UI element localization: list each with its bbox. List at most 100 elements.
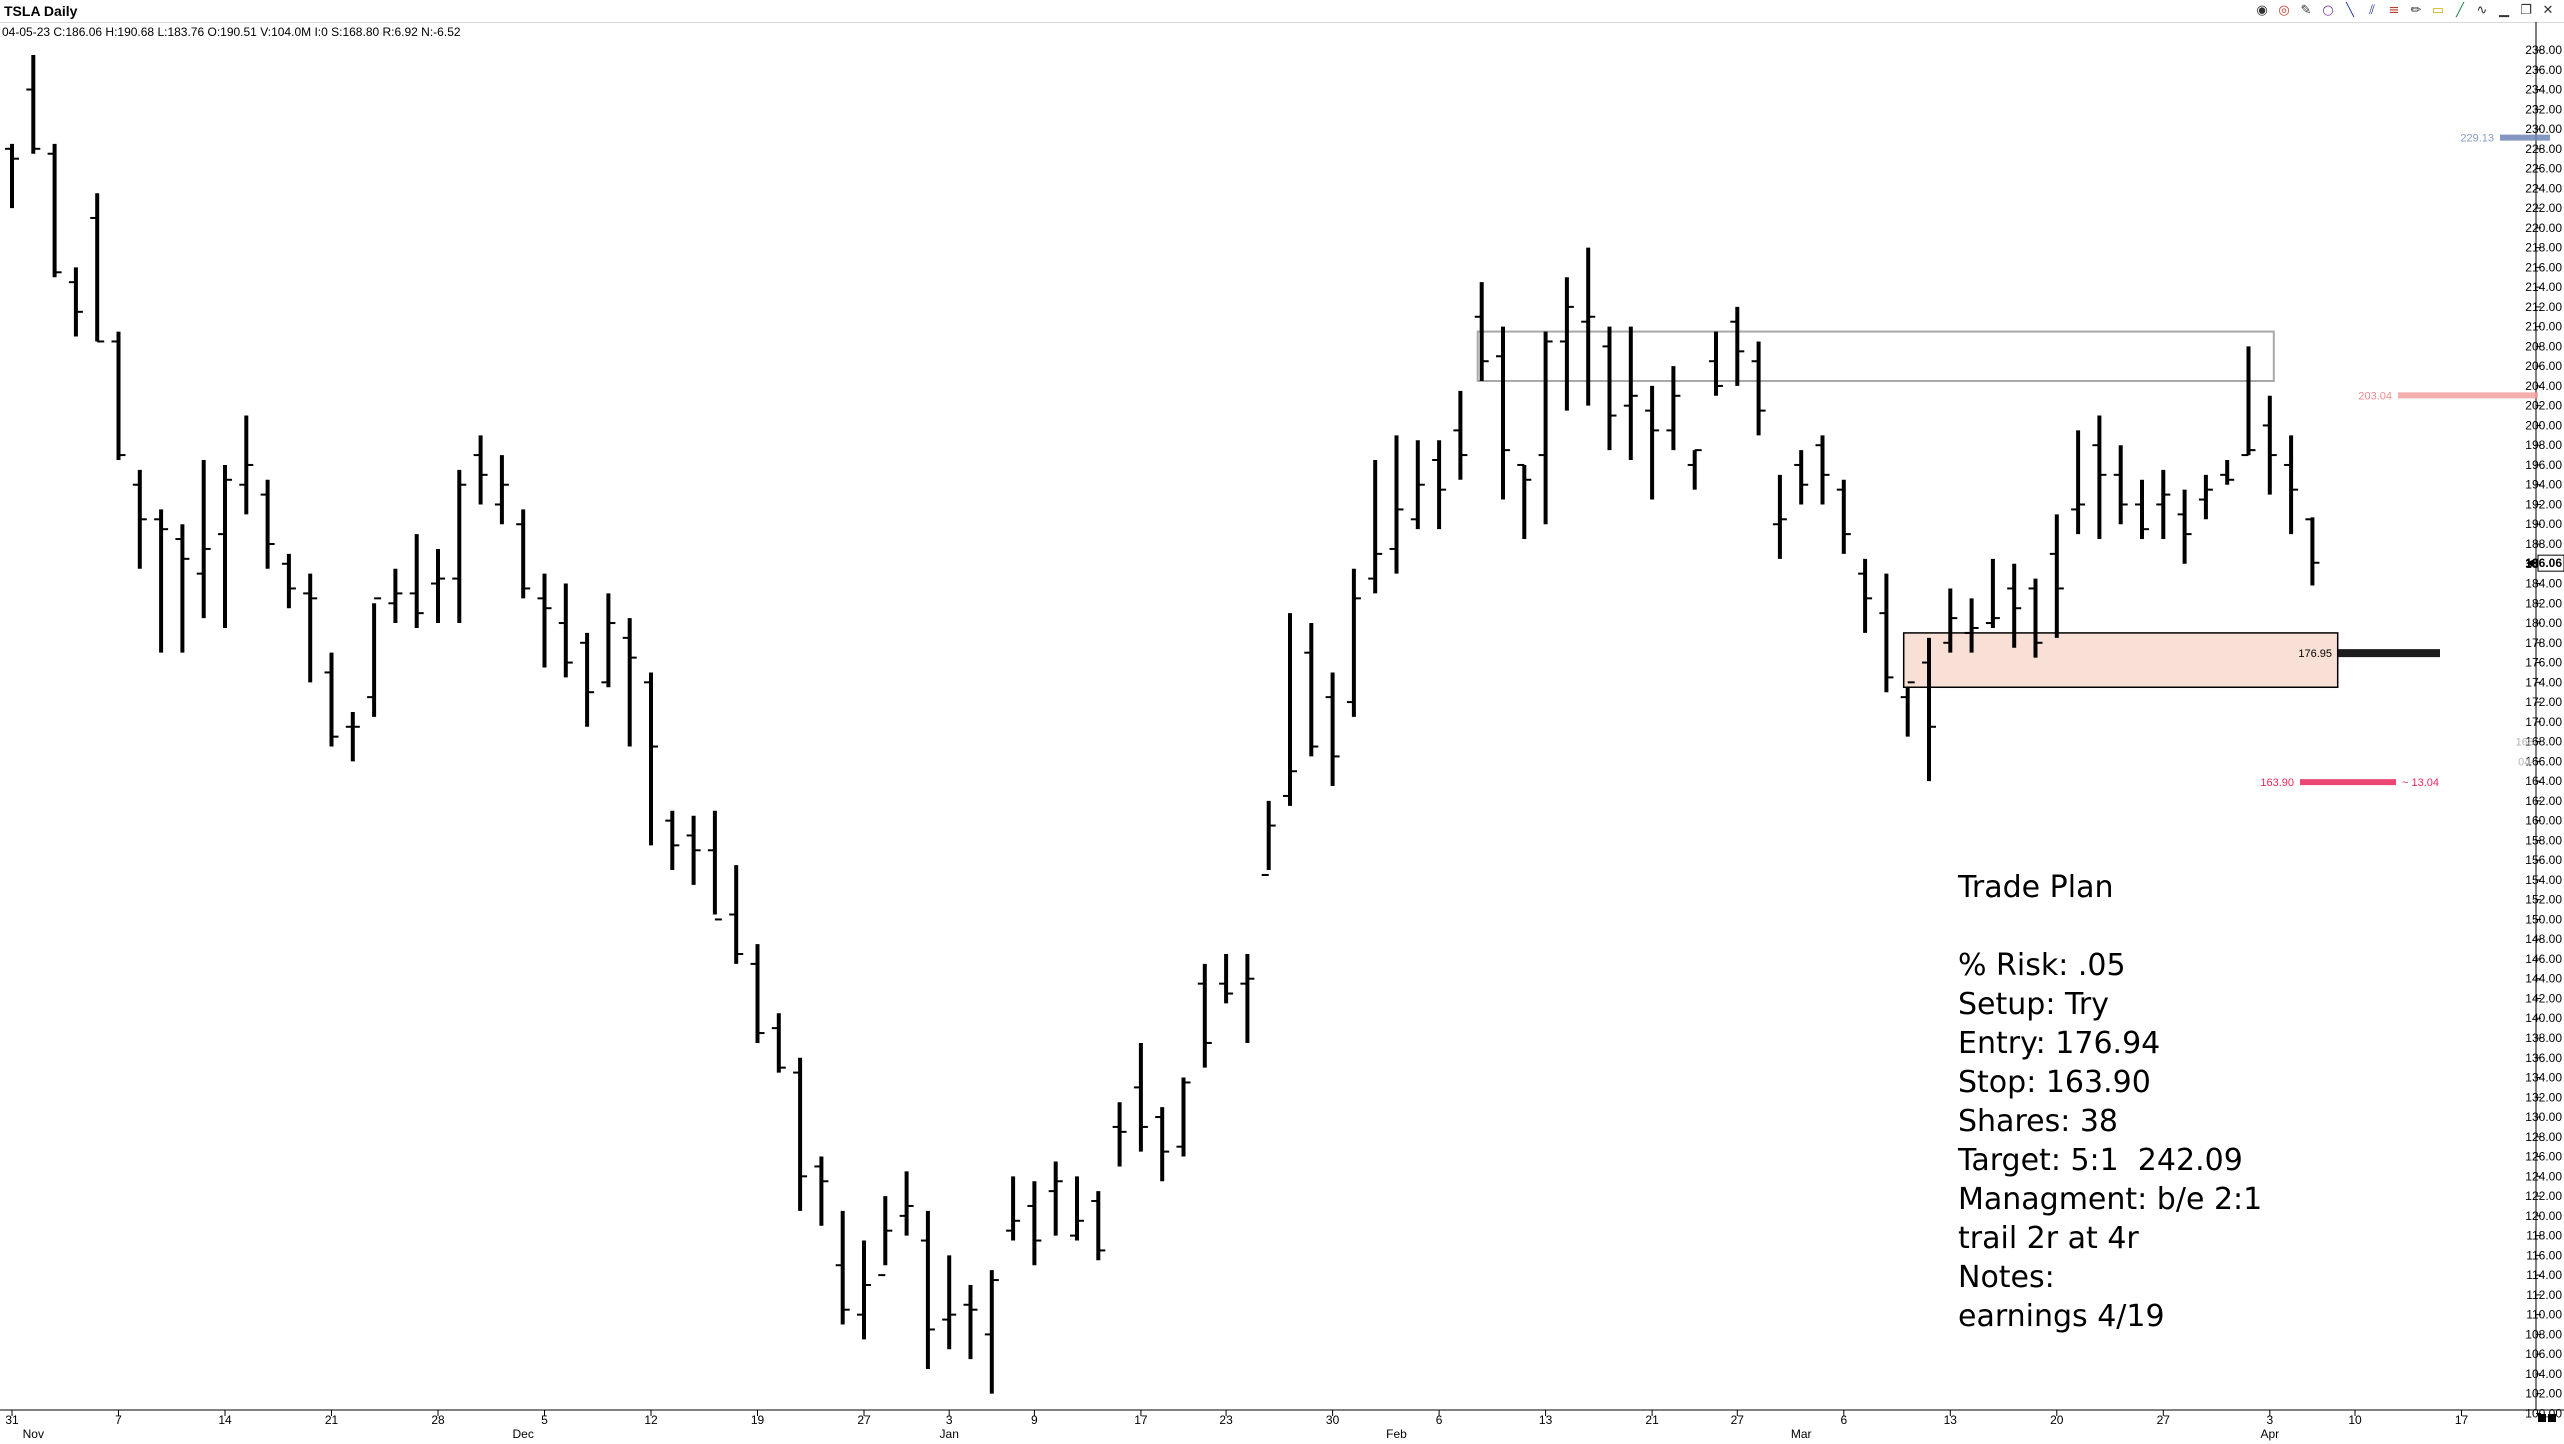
last-price-box [2537,554,2564,572]
price-tick-label: 216.00 [2525,260,2562,274]
trade-plan-stop: Stop: 163.90 [1958,1065,2151,1100]
faded-axis-label: 168 [2516,737,2534,749]
price-tick-label: 114.00 [2526,1268,2562,1282]
date-label: 5 [541,1413,548,1427]
date-label: 6 [1840,1413,1847,1427]
faded-axis-label: 04- [2518,756,2534,768]
price-tick-label: 120.00 [2525,1209,2562,1223]
price-tick-label: 142.00 [2525,991,2562,1005]
cursor-tool-icon[interactable]: ✎ [2300,3,2312,18]
price-tick-label: 236.00 [2525,63,2562,77]
date-label: 30 [1326,1413,1340,1427]
entry-zone[interactable] [1902,632,2339,689]
date-label: 28 [431,1413,445,1427]
price-tick-label: 122.00 [2525,1189,2562,1203]
price-tick-label: 214.00 [2525,280,2562,294]
price-tick-label: 128.00 [2525,1130,2562,1144]
price-tick-label: 218.00 [2525,241,2562,255]
date-label: 17 [1134,1413,1148,1427]
trade-plan-title: Trade Plan [1958,870,2114,905]
month-label: Feb [1386,1427,1407,1441]
trade-plan-trail: trail 2r at 4r [1958,1221,2139,1256]
trade-plan-risk: % Risk: .05 [1958,948,2126,983]
price-tick-label: 234.00 [2525,83,2562,97]
month-label: Nov [23,1427,44,1441]
price-tick-label: 102.00 [2525,1387,2562,1401]
price-tick-label: 162.00 [2525,794,2562,808]
price-tick-label: 158.00 [2525,833,2562,847]
resistance-level-label: 203.04 [2358,390,2392,402]
trade-plan-notes-label: Notes: [1958,1260,2055,1295]
drawing-toolbar: ◉ ◎ ✎ ○ ╲ ⫽ ≡ ✏ ▭ ╱ ∿ ▁ ❐ ✕ [2254,2,2556,20]
trade-plan-shares: Shares: 38 [1958,1104,2119,1139]
price-tick-label: 160.00 [2525,814,2562,828]
price-tick-label: 184.00 [2525,577,2562,591]
trade-plan-management: Managment: b/e 2:1 [1958,1182,2263,1217]
price-tick-label: 148.00 [2525,932,2562,946]
trendline-tool-icon[interactable]: ╱ [2456,3,2464,18]
chart-titlebar: TSLA Daily ◉ ◎ ✎ ○ ╲ ⫽ ≡ ✏ ▭ ╱ ∿ ▁ ❐ ✕ [0,0,2564,23]
line-tool-icon[interactable]: ╲ [2346,3,2354,18]
date-label: 21 [1645,1413,1659,1427]
trade-plan-setup: Setup: Try [1958,987,2109,1022]
month-label: Apr [2260,1427,2279,1441]
price-tick-label: 172.00 [2525,695,2562,709]
date-label: 27 [1731,1413,1745,1427]
price-tick-label: 194.00 [2525,478,2562,492]
pencil-tool-icon[interactable]: ✏ [2410,3,2422,18]
month-label: Jan [940,1427,959,1441]
close-icon[interactable]: ✕ [2542,3,2554,18]
price-tick-label: 220.00 [2525,221,2562,235]
scroll-right-icon[interactable] [2548,1414,2556,1422]
price-tick-label: 212.00 [2525,300,2562,314]
trade-plan-target: Target: 5:1 242.09 [1958,1143,2243,1178]
price-tick-label: 118.00 [2526,1229,2562,1243]
price-tick-label: 164.00 [2525,774,2562,788]
price-tick-label: 104.00 [2525,1367,2562,1381]
date-label: 27 [2157,1413,2171,1427]
channel-tool-icon[interactable]: ⫽ [2369,3,2375,18]
price-tick-label: 124.00 [2525,1169,2562,1183]
price-tick-label: 190.00 [2525,517,2562,531]
minimize-icon[interactable]: ▁ [2499,3,2509,18]
price-tick-label: 144.00 [2525,972,2562,986]
price-tick-label: 126.00 [2525,1150,2562,1164]
price-tick-label: 174.00 [2525,675,2562,689]
price-tick-label: 150.00 [2525,912,2562,926]
price-tick-label: 168.00 [2525,735,2562,749]
restore-icon[interactable]: ❐ [2520,3,2532,18]
price-tick-label: 230.00 [2525,122,2562,136]
date-label: 27 [857,1413,871,1427]
price-tick-label: 232.00 [2525,102,2562,116]
fib-tool-icon[interactable]: ≡ [2388,3,2400,18]
date-label: 3 [2266,1413,2273,1427]
price-tick-label: 116.00 [2526,1248,2562,1262]
target-icon[interactable]: ◎ [2278,3,2290,18]
globe-icon[interactable]: ◉ [2256,3,2268,18]
date-label: 14 [218,1413,232,1427]
stop-level-label: 163.90 [2260,777,2294,789]
date-label: 21 [325,1413,339,1427]
target-level-label: 229.13 [2460,133,2494,145]
rectangle-tool-icon[interactable]: ▭ [2431,3,2445,18]
trade-plan-notes: earnings 4/19 [1958,1299,2165,1334]
price-tick-label: 204.00 [2525,379,2562,393]
circle-tool-icon[interactable]: ○ [2322,3,2334,18]
date-label: 19 [751,1413,765,1427]
date-label: 31 [5,1413,19,1427]
price-tick-label: 206.00 [2525,359,2562,373]
price-tick-label: 198.00 [2525,438,2562,452]
scroll-left-icon[interactable] [2538,1414,2546,1422]
resistance-zone[interactable] [1476,330,2275,382]
price-tick-label: 176.00 [2525,656,2562,670]
price-tick-label: 224.00 [2525,181,2562,195]
price-tick-label: 134.00 [2525,1071,2562,1085]
price-tick-label: 208.00 [2525,339,2562,353]
price-tick-label: 156.00 [2525,853,2562,867]
price-tick-label: 154.00 [2525,873,2562,887]
price-tick-label: 180.00 [2525,616,2562,630]
wave-tool-icon[interactable]: ∿ [2476,3,2488,18]
price-tick-label: 226.00 [2525,162,2562,176]
price-tick-label: 112.00 [2526,1288,2562,1302]
